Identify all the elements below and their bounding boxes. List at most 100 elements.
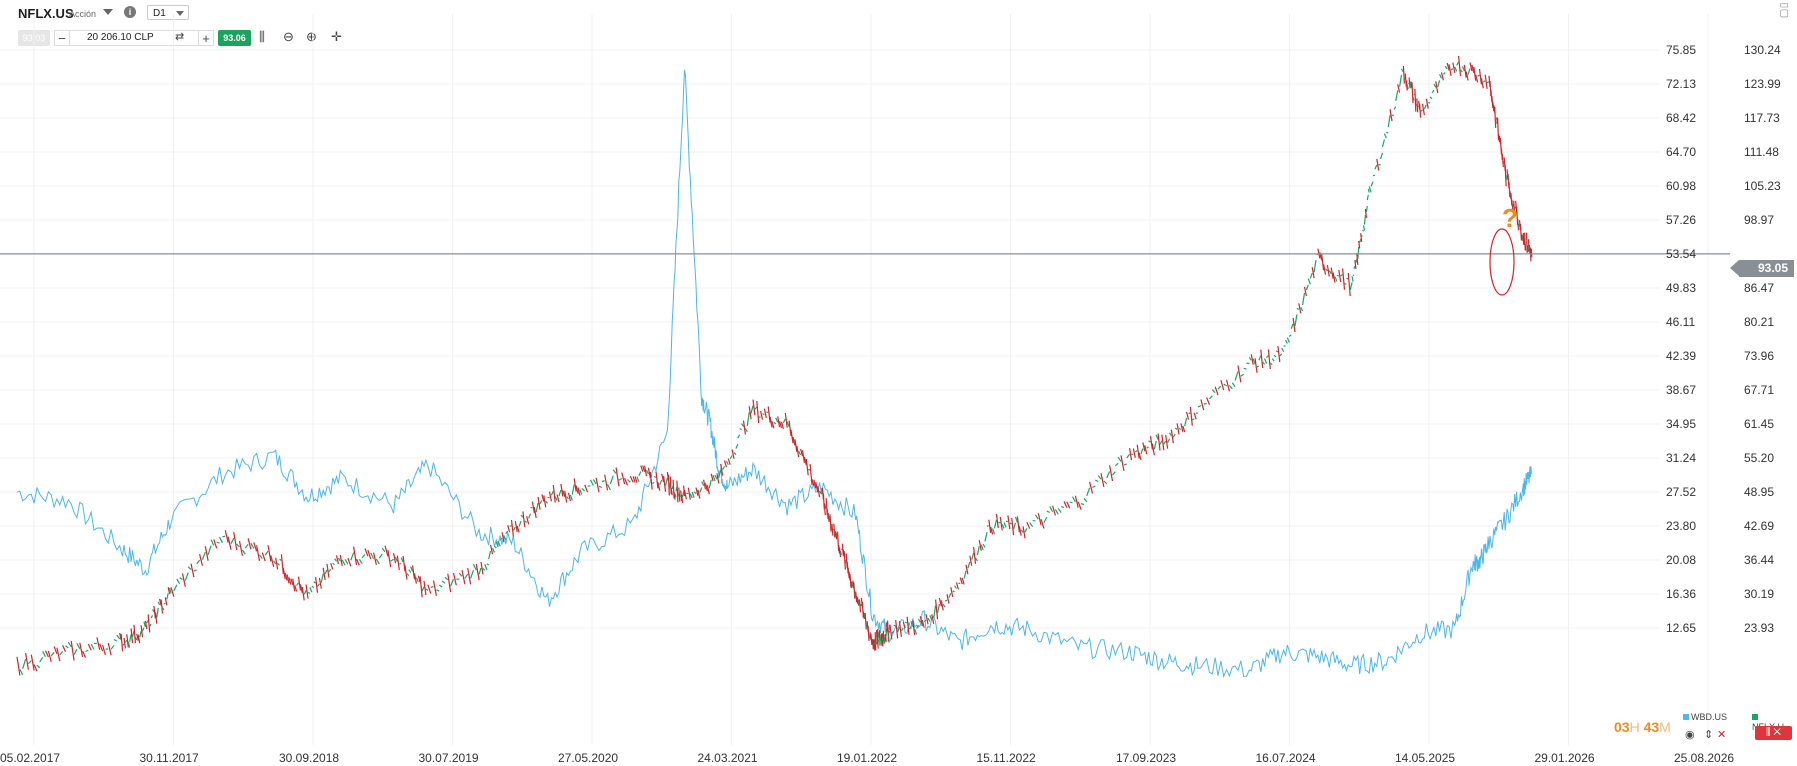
crosshair-icon[interactable]: ✛	[331, 29, 342, 44]
timeframe-select[interactable]: D1	[147, 5, 189, 20]
nflx-candle	[584, 484, 589, 493]
remove-series-button[interactable]: ⫼ ✕	[1755, 726, 1792, 740]
eye-icon[interactable]: ◉	[1685, 729, 1695, 741]
nflx-candle	[1123, 463, 1127, 466]
nflx-candle	[891, 630, 895, 634]
nflx-candle	[264, 550, 269, 556]
nflx-candle	[421, 586, 425, 592]
nflx-candle	[1461, 66, 1465, 72]
nflx-candle	[748, 406, 752, 420]
nflx-candle	[119, 632, 122, 641]
nflx-candle	[1252, 358, 1256, 365]
nflx-candle	[1460, 69, 1463, 73]
swap-icon[interactable]: ⇄	[175, 31, 185, 43]
nflx-candle	[444, 576, 449, 581]
nflx-candle	[621, 472, 626, 485]
nflx-candle	[159, 598, 162, 606]
chevron-down-icon[interactable]	[103, 9, 113, 15]
nflx-candle	[863, 613, 866, 619]
nflx-candle	[541, 494, 545, 502]
nflx-candle	[282, 567, 286, 580]
nflx-candle	[309, 587, 313, 593]
nflx-candle	[1298, 303, 1302, 314]
nflx-candle	[1525, 244, 1527, 246]
zoom-in-icon[interactable]: ⊕	[306, 29, 317, 44]
nflx-candle	[1281, 347, 1285, 352]
nflx-candle	[780, 421, 784, 429]
nflx-candle	[1192, 418, 1195, 421]
nflx-candle	[723, 460, 727, 468]
nflx-candle	[729, 455, 733, 460]
nflx-candle	[1405, 80, 1408, 91]
nflx-candle	[1452, 62, 1456, 74]
nflx-candle	[673, 492, 676, 500]
nflx-candle	[1069, 501, 1073, 504]
nflx-candle	[978, 540, 982, 551]
nflx-candle	[1383, 133, 1387, 139]
right-axis-tick: 111.48	[1744, 145, 1779, 159]
nflx-candle	[845, 553, 848, 569]
info-icon[interactable]: i	[124, 6, 136, 18]
nflx-candle	[450, 578, 455, 587]
nflx-candle	[318, 577, 322, 589]
nflx-candle	[988, 519, 992, 534]
nflx-candle	[193, 569, 197, 572]
nflx-candle	[1321, 254, 1325, 271]
symbol-label[interactable]: NFLX.US	[18, 6, 74, 21]
nflx-candle	[862, 611, 865, 620]
nflx-candle	[1527, 244, 1530, 247]
nflx-candle	[982, 543, 986, 548]
nflx-candle	[1489, 80, 1492, 97]
nflx-candle	[256, 545, 261, 562]
reorder-icon[interactable]: ⇕	[1704, 729, 1714, 741]
nflx-candle	[773, 421, 777, 425]
left-axis-tick: 57.26	[1666, 213, 1697, 227]
close-icon[interactable]: ✕	[1717, 729, 1727, 741]
amount-input[interactable]: 20 206.10 CLP	[70, 30, 198, 46]
nflx-candle	[1095, 479, 1099, 483]
nflx-candle	[855, 591, 858, 603]
nflx-candle	[1519, 223, 1522, 241]
nflx-candle	[615, 467, 620, 487]
right-axis-tick: 30.19	[1744, 587, 1775, 601]
sell-button[interactable]: 93.03	[18, 30, 50, 46]
nflx-candle	[828, 515, 831, 521]
nflx-candle	[358, 558, 363, 565]
nflx-candle	[1097, 475, 1102, 480]
nflx-candle	[763, 408, 767, 419]
nflx-candle	[484, 564, 488, 570]
nflx-candle	[929, 615, 933, 621]
legend-wbd[interactable]: WBD.US	[1683, 712, 1727, 722]
decrease-amount-button[interactable]: −	[54, 30, 70, 46]
nflx-candle	[381, 547, 386, 553]
timer-minutes: 43	[1643, 719, 1660, 735]
nflx-candle	[827, 513, 830, 523]
nflx-candle	[1330, 267, 1334, 279]
nflx-candle	[798, 450, 802, 456]
nflx-candle	[284, 572, 288, 581]
candles-icon[interactable]: ⫼	[259, 29, 265, 44]
nflx-candle	[520, 514, 524, 518]
zoom-out-icon[interactable]: ⊖	[283, 29, 294, 44]
nflx-candle	[606, 484, 611, 491]
nflx-candle	[1395, 90, 1399, 102]
nflx-candle	[316, 583, 320, 588]
nflx-candle	[942, 604, 946, 608]
nflx-candle	[858, 599, 861, 606]
nflx-candle	[644, 465, 648, 477]
nflx-candle	[1475, 74, 1479, 83]
nflx-candle	[307, 591, 311, 594]
nflx-candle	[881, 633, 884, 647]
nflx-candle	[1092, 485, 1096, 488]
nflx-candle	[874, 638, 876, 645]
nflx-candle	[803, 456, 807, 466]
buy-button[interactable]: 93.06	[218, 30, 251, 46]
nflx-candle	[984, 532, 988, 542]
x-axis-tick: 16.07.2024	[1255, 751, 1316, 765]
nflx-candle	[1313, 260, 1317, 273]
nflx-candle	[516, 525, 520, 533]
window-controls-icon[interactable]: ▭ ▢	[1779, 0, 1789, 19]
nflx-candle	[141, 627, 145, 632]
increase-amount-button[interactable]: +	[198, 30, 214, 46]
